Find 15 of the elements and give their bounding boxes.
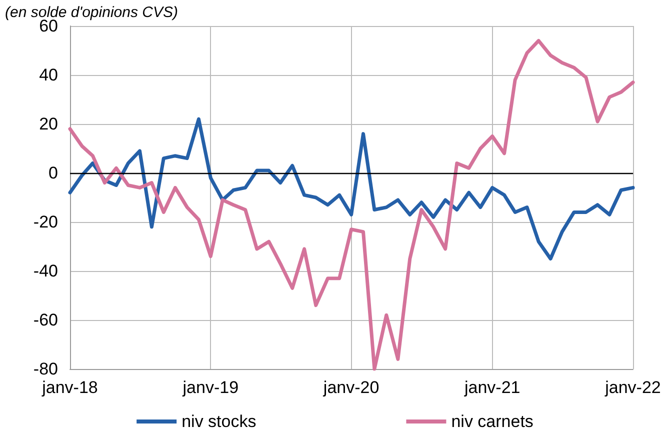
x-tick-label: janv-19 <box>182 378 239 397</box>
y-tick-label: -20 <box>33 212 58 232</box>
line-series <box>68 117 635 260</box>
legend-label: niv stocks <box>182 412 256 431</box>
y-tick-label: 40 <box>39 66 58 84</box>
x-tick-label: janv-21 <box>463 378 520 397</box>
y-tick-label: 0 <box>48 164 58 182</box>
x-tick-label: janv-22 <box>604 378 661 397</box>
legend-label: niv carnets <box>451 412 534 431</box>
y-tick-label: -80 <box>33 360 58 378</box>
x-tick-label: janv-20 <box>322 378 380 397</box>
x-tick-label: janv-18 <box>41 378 98 397</box>
y-tick-label: -60 <box>33 310 58 330</box>
y-tick-label: -40 <box>33 262 58 280</box>
y-tick-label: 20 <box>39 114 58 134</box>
